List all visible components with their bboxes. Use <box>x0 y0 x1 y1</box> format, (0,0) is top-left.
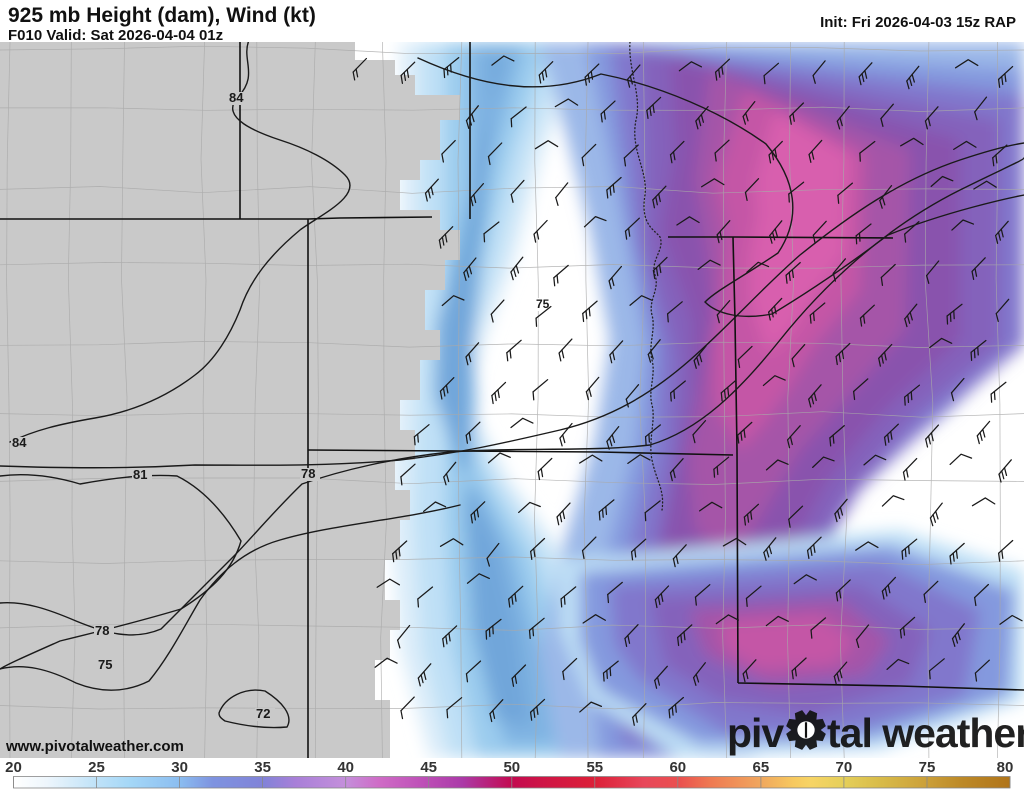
svg-text:72: 72 <box>256 706 270 721</box>
svg-text:50: 50 <box>503 759 520 776</box>
svg-text:78: 78 <box>95 623 109 638</box>
svg-text:20: 20 <box>5 759 22 776</box>
svg-text:35: 35 <box>254 759 271 776</box>
svg-text:75: 75 <box>98 657 112 672</box>
svg-text:30: 30 <box>171 759 188 776</box>
svg-text:84: 84 <box>229 90 244 105</box>
svg-text:65: 65 <box>753 759 770 776</box>
svg-text:60: 60 <box>669 759 686 776</box>
svg-text:55: 55 <box>586 759 603 776</box>
svg-text:45: 45 <box>420 759 437 776</box>
svg-text:84: 84 <box>12 435 27 450</box>
svg-text:25: 25 <box>88 759 105 776</box>
svg-text:81: 81 <box>133 467 147 482</box>
svg-text:75: 75 <box>919 759 936 776</box>
svg-text:78: 78 <box>301 466 315 481</box>
svg-text:40: 40 <box>337 759 354 776</box>
svg-text:80: 80 <box>997 759 1014 776</box>
svg-text:70: 70 <box>836 759 853 776</box>
